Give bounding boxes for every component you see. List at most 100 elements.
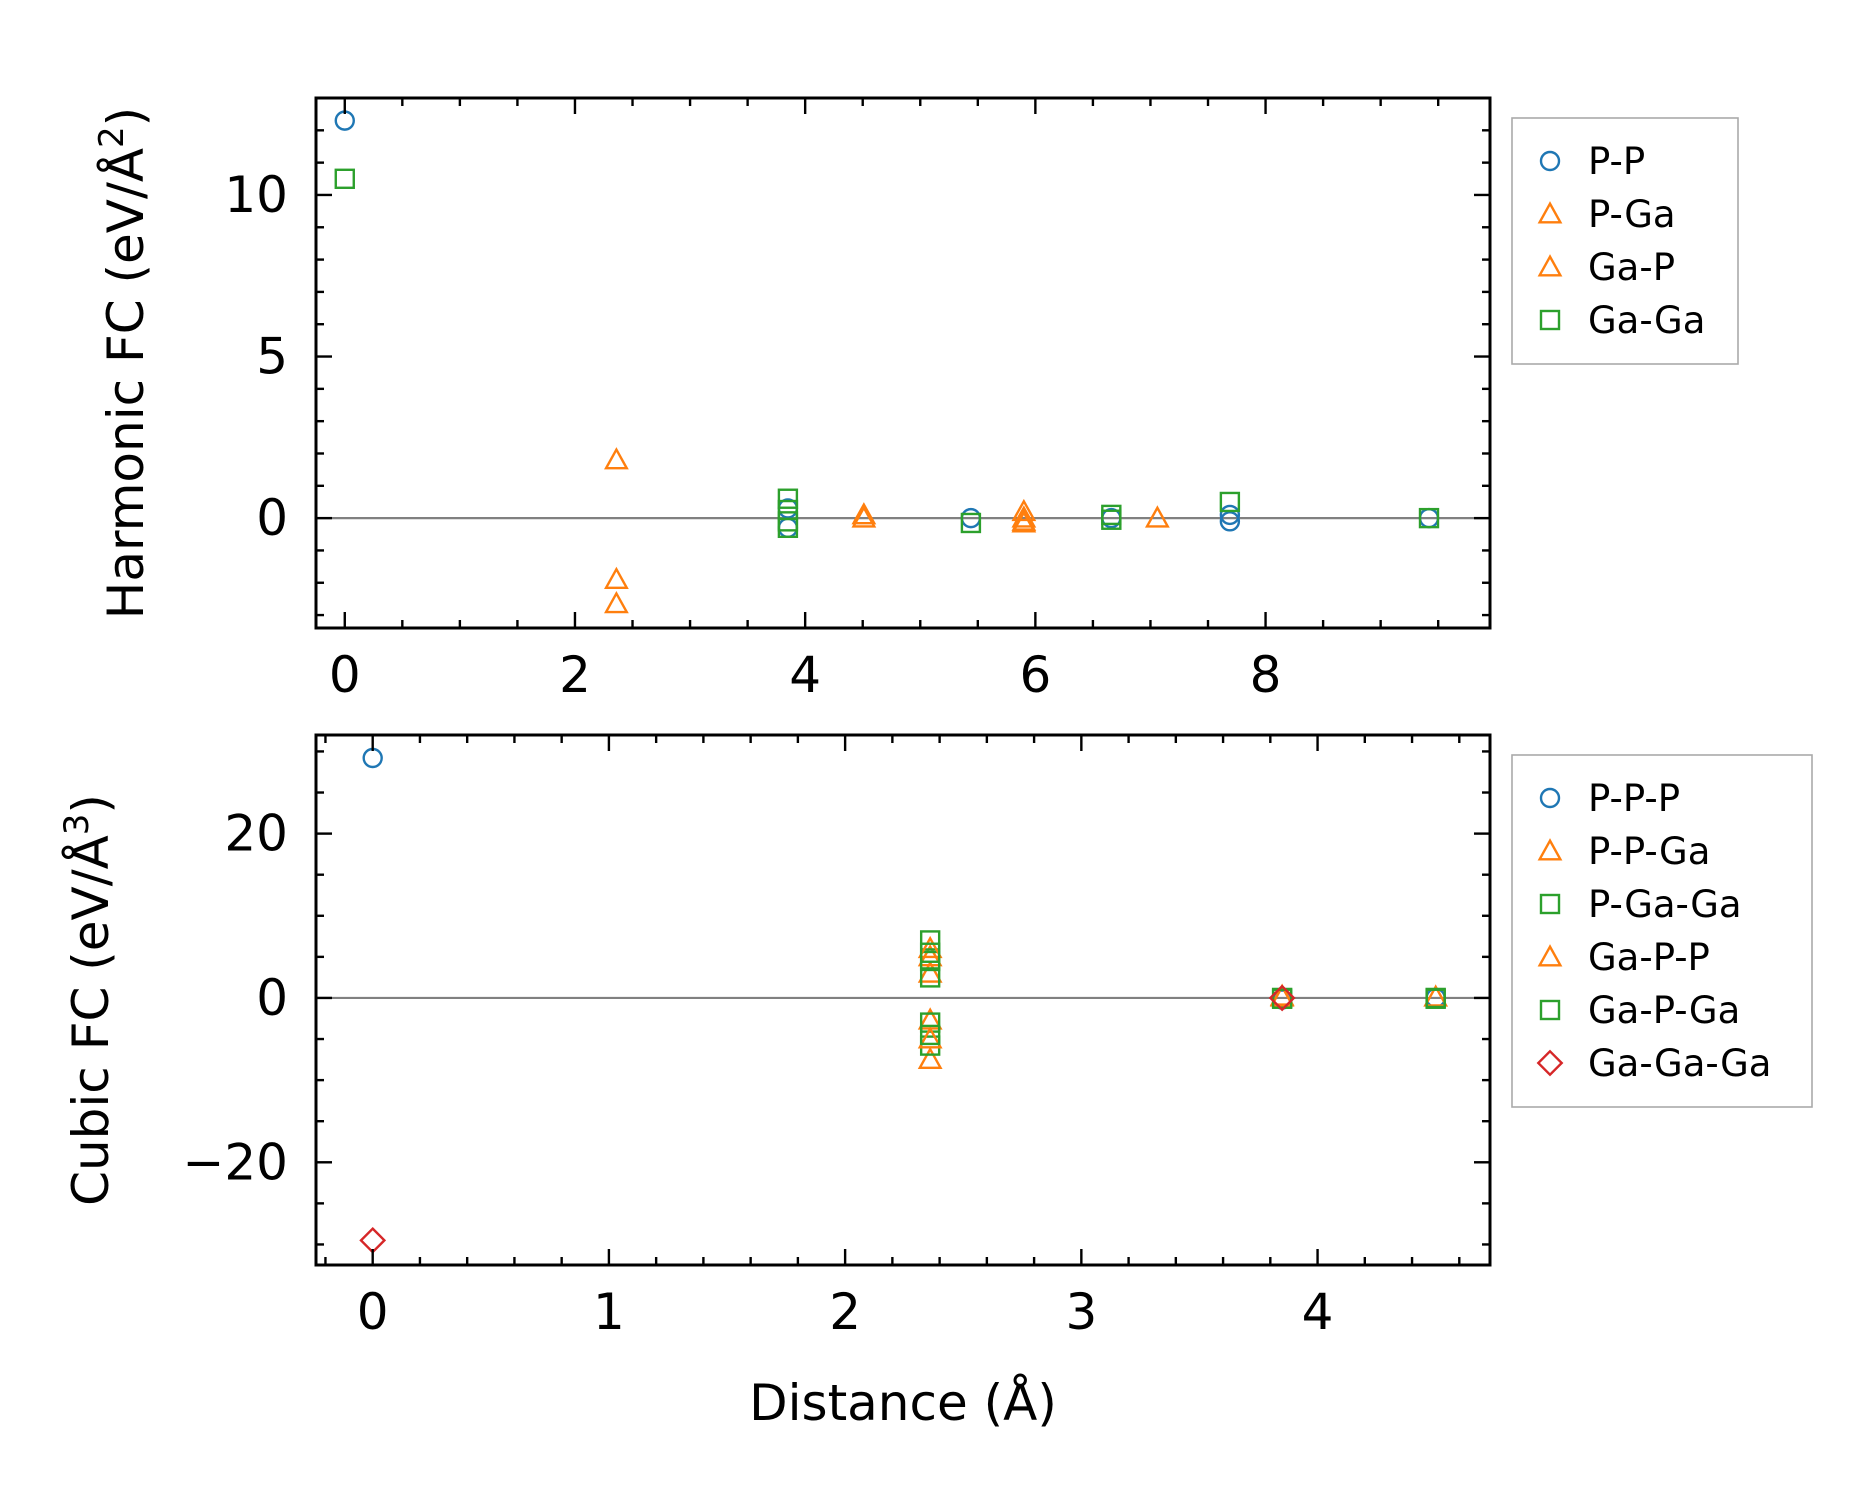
data-point [919,942,941,963]
y-tick-label: 0 [256,489,288,547]
legend-label: Ga-P [1588,246,1675,289]
data-point [1271,988,1293,1009]
data-point [1144,505,1170,528]
legend-marker [1537,201,1563,224]
data-point [604,447,629,470]
data-point [1418,507,1440,529]
data-point [1219,504,1241,526]
data-point [1219,511,1241,532]
x-tick-label: 3 [1065,1283,1097,1341]
series-P-Ga-Ga [919,930,1446,1056]
legend-label: Ga-P-P [1588,936,1710,979]
data-point [917,1026,943,1049]
data-point [851,502,877,525]
data-point [604,590,629,614]
data-point [604,566,629,590]
legend-label: P-Ga [1588,193,1676,236]
data-point [1101,509,1122,530]
harmonic-legend: P-P P-Ga Ga-P Ga-Ga [1511,117,1739,365]
data-point [919,1012,941,1033]
series-P-P [334,110,1440,539]
y-tick-label: 20 [224,805,288,863]
legend-marker [1539,893,1561,915]
data-point [359,1226,387,1254]
series-Ga-P-P [917,935,1295,1049]
data-point [919,967,941,988]
data-point [851,505,877,528]
cubic-x-axis-label: Distance (Å) [749,1374,1057,1432]
data-point [334,168,355,189]
y-tick-label: 0 [256,969,288,1027]
cubic-y-axis-label: Cubic FC (eV/Å3) [57,794,120,1206]
y-tick-label: 10 [224,166,288,224]
harmonic-plot-frame [314,96,1492,630]
cubic-tick-labels: 0 1 2 3 4 −20 0 20 [182,805,1333,1341]
x-tick-label: 4 [789,646,821,704]
data-point [917,1046,943,1070]
legend-box [1511,117,1739,365]
y-tick-label: 5 [256,328,288,386]
data-point [1219,491,1241,513]
cubic-axis-ticks [316,735,1490,1265]
legend-label: P-P [1588,140,1645,183]
data-point [777,517,799,539]
series-P-P-Ga [917,944,1449,1070]
legend-label: Ga-P-Ga [1588,989,1740,1032]
harmonic-fc-panel: 0 2 4 6 8 0 5 10 Harmonic FC (eV/Å2) P-P P-Ga Ga-… [92,96,1739,704]
legend-box [1511,754,1813,1108]
x-tick-label: 4 [1302,1283,1334,1341]
cubic-plot-frame [314,733,1492,1267]
data-point [1011,510,1037,533]
harmonic-axis-ticks [316,96,1490,628]
cubic-data-points [359,747,1449,1254]
data-point [1268,984,1296,1012]
data-point [1011,505,1037,528]
harmonic-data-points [334,110,1440,614]
data-point [919,930,941,951]
x-tick-label: 0 [329,646,361,704]
harmonic-tick-labels: 0 2 4 6 8 0 5 10 [224,166,1281,704]
series-Ga-Ga [334,168,1440,539]
data-point [777,517,799,539]
x-tick-label: 2 [559,646,591,704]
data-point [917,960,943,983]
data-point [1011,498,1037,522]
legend-marker [1537,254,1563,277]
data-point [362,747,383,769]
x-tick-label: 8 [1250,646,1282,704]
x-tick-label: 0 [357,1283,389,1341]
legend-label: Ga-Ga [1588,299,1705,342]
x-tick-label: 1 [593,1283,625,1341]
legend-marker [1539,999,1561,1021]
legend-marker [1537,838,1563,861]
series-P-Ga [604,447,1170,614]
data-point [777,488,799,509]
series-Ga-P-Ga [919,942,1446,1046]
legend-label: Ga-Ga-Ga [1588,1042,1771,1085]
x-tick-label: 6 [1019,646,1051,704]
series-P-P-P [362,747,1446,1010]
legend-marker [1539,309,1561,331]
data-point [1269,984,1295,1007]
data-point [919,1024,941,1046]
legend-marker [1539,150,1561,172]
legend-label: P-Ga-Ga [1588,883,1742,926]
series-Ga-Ga-Ga [359,984,1296,1254]
data-point [917,935,943,959]
data-point [334,110,355,131]
data-point [1423,984,1449,1007]
legend-label: P-P-Ga [1588,830,1710,873]
y-tick-label: −20 [182,1133,288,1191]
cubic-fc-panel: 0 1 2 3 4 −20 0 20 Cubic FC (eV/Å3) Distance (Å… [57,733,1813,1432]
harmonic-y-axis-label: Harmonic FC (eV/Å2) [92,107,155,619]
data-point [960,512,982,534]
legend-marker [1536,1049,1564,1077]
legend-label: P-P-P [1588,777,1680,820]
series-Ga-P [851,505,1037,533]
data-point [1425,987,1446,1009]
cubic-legend: P-P-P P-P-Ga P-Ga-Ga Ga-P-P Ga-P-Ga Ga-Ga-Ga [1511,754,1813,1108]
legend-marker [1537,944,1563,967]
x-tick-label: 2 [829,1283,861,1341]
legend-marker [1539,787,1561,809]
